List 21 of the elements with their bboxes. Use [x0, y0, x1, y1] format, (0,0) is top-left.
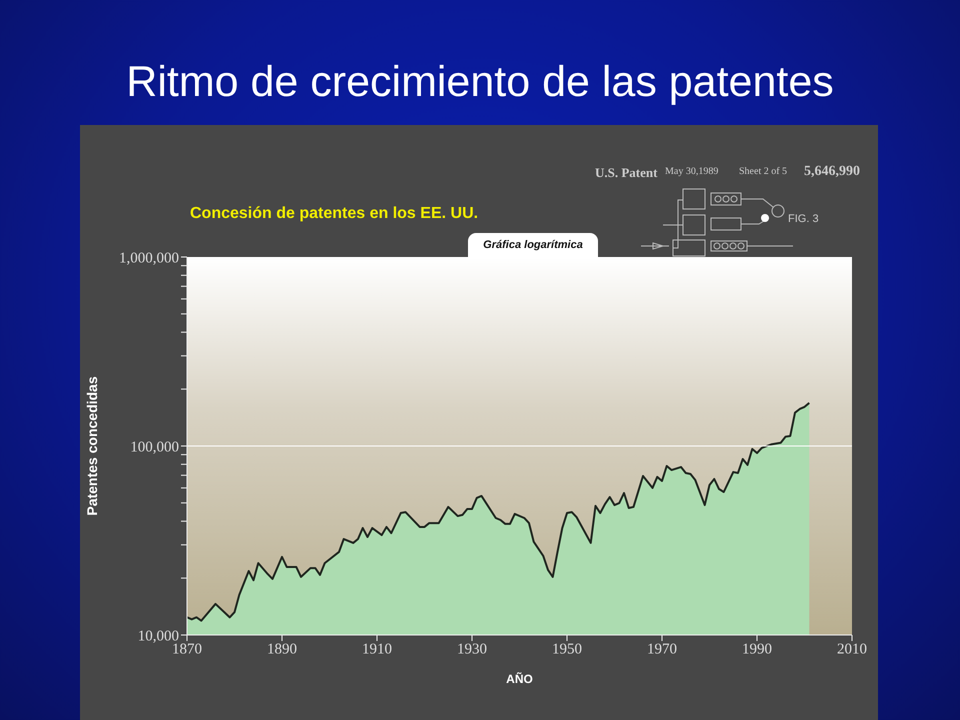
- x-tick-label: 2010: [837, 642, 867, 658]
- chart-subtitle: Concesión de patentes en los EE. UU.: [190, 205, 478, 223]
- x-tick-label: 1910: [362, 642, 392, 658]
- text: 5,646,990: [804, 164, 860, 180]
- x-tick-label: 1890: [267, 642, 297, 658]
- y-tick-label: 10,000: [138, 628, 179, 644]
- text: Sheet 2 of 5: [739, 166, 788, 177]
- chart-title: Ritmo de crecimiento de las patentes: [125, 58, 835, 107]
- x-tick-label: 1950: [552, 642, 582, 658]
- x-tick-label: 1990: [742, 642, 772, 658]
- caption: FIG. 3: [788, 213, 819, 225]
- x-tick-label: 1970: [647, 642, 677, 658]
- text: U.S. Patent: [595, 165, 658, 181]
- y-tick-label: 100,000: [130, 439, 179, 456]
- x-tick-label: 1870: [172, 642, 202, 658]
- y-tick-label: 1,000,000: [119, 250, 179, 266]
- y-axis-title: Patentes concedidas: [84, 376, 100, 516]
- x-tick-label: 1930: [457, 642, 487, 658]
- text: May 30,1989: [665, 166, 718, 177]
- x-axis-title: AÑO: [506, 672, 533, 686]
- text: Gráfica logarítmica: [468, 233, 598, 257]
